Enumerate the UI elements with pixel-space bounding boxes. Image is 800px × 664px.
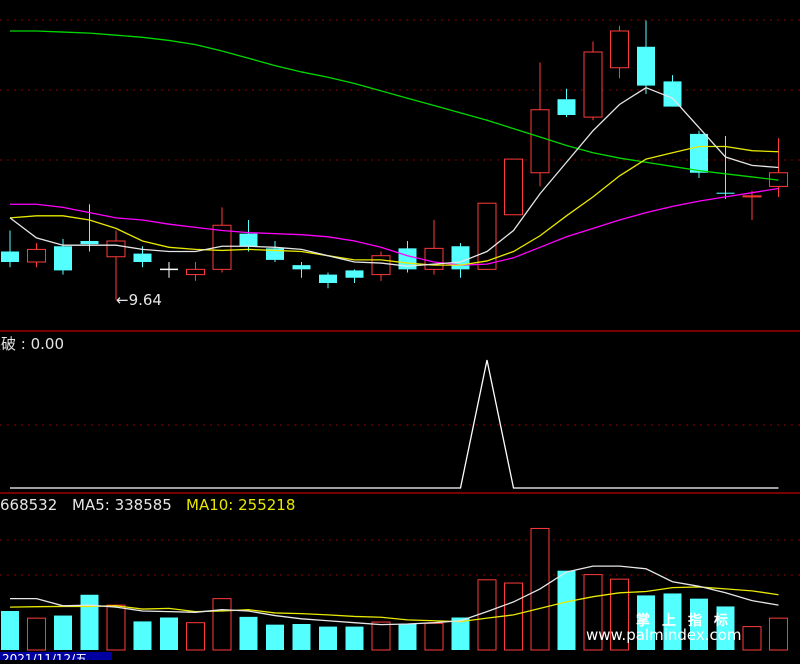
volume-bar (186, 622, 205, 651)
volume-bar (716, 606, 735, 650)
candle-body (212, 224, 232, 270)
volume-bar (80, 594, 99, 650)
candle-body (663, 81, 682, 107)
candle-body (371, 255, 391, 276)
candle-body (186, 268, 205, 276)
ma-yellow-line (9, 145, 779, 266)
candle-body (239, 233, 258, 247)
volume-bar (212, 598, 232, 651)
low-price-marker: ←9.64 (116, 291, 162, 309)
date-strip (0, 652, 112, 660)
volume-bar (424, 622, 444, 651)
volume-bar (292, 624, 311, 650)
volume-bar (319, 626, 337, 650)
candle-body (1, 251, 19, 262)
volume-label: 668532 (0, 496, 58, 514)
volume-bar (1, 611, 19, 650)
candle-body (106, 240, 126, 258)
volume-bar (451, 617, 470, 650)
watermark-title: 掌上指标 (636, 613, 740, 629)
candle-body (292, 265, 311, 270)
volume-bar (133, 621, 152, 650)
vol-ma10-line (9, 586, 779, 623)
volume-bar (477, 579, 497, 651)
volume-bar (239, 616, 258, 650)
candle-body (345, 270, 364, 278)
indicator-label: 突破 : 0.00 (0, 335, 64, 353)
candle-body (530, 109, 550, 174)
volume-bar (583, 574, 603, 651)
volume-bar (106, 604, 126, 651)
volume-bar (504, 582, 523, 651)
date-label: 2021/11/12/五 (2, 652, 87, 660)
vol-ma5-label: MA5: 338585 (72, 496, 172, 514)
ma-magenta-line (10, 187, 779, 266)
candle-body (742, 195, 762, 198)
volume-bar (637, 595, 655, 650)
candle-body (610, 30, 629, 69)
candle-body (54, 246, 72, 271)
candle-body (477, 202, 497, 270)
candle-body (583, 51, 603, 118)
volume-bar (345, 626, 364, 650)
volume-bar (769, 617, 788, 651)
breakout-signal-line (10, 359, 779, 489)
volume-bar (398, 624, 417, 650)
candle-body (637, 46, 655, 86)
candle-body (80, 241, 99, 245)
volume-bar (371, 621, 391, 651)
watermark-url: www.palmindex.com (586, 626, 742, 644)
vol-ma10-label: MA10: 255218 (186, 496, 296, 514)
candle-body (319, 274, 337, 283)
candle-body (557, 99, 576, 115)
candle-body (133, 253, 152, 262)
candle-body (504, 158, 523, 216)
volume-bar (663, 593, 682, 650)
ma-green-line (10, 30, 779, 181)
volume-bar (610, 578, 629, 651)
vol-ma5-line (10, 565, 779, 626)
volume-bar (27, 617, 46, 651)
volume-bar (557, 570, 576, 650)
candle-body (690, 133, 708, 173)
volume-bar (160, 617, 178, 650)
volume-bar (54, 615, 72, 650)
volume-bar (742, 626, 762, 651)
candle-body (424, 247, 444, 270)
candle-body (27, 248, 46, 263)
candle-body (716, 192, 735, 194)
volume-bar (266, 624, 284, 650)
candle-body (451, 246, 470, 270)
candle-body (266, 248, 284, 260)
ma-white-line (9, 86, 779, 267)
volume-bar (690, 598, 708, 650)
